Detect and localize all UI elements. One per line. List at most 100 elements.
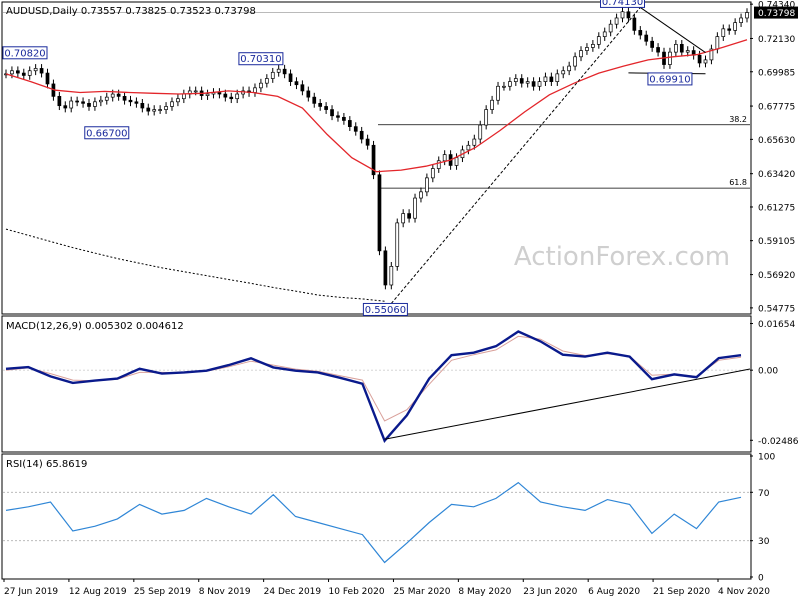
candle (98, 95, 103, 107)
x-tick-label: 12 Aug 2019 (69, 587, 127, 597)
rsi-series-line (5, 481, 742, 564)
price-annotation: 0.69910 (647, 72, 693, 86)
candle (395, 218, 400, 271)
y-tick-label: 0.72130 (758, 35, 795, 45)
y-tick-label: 70 (758, 489, 770, 499)
candle (478, 120, 483, 144)
current-price-badge: 0.73798 (754, 6, 798, 19)
candle (608, 19, 613, 37)
x-tick-label: 6 Aug 2020 (588, 587, 640, 597)
sma-red-line (5, 39, 748, 173)
y-axis-labels: 0.74340 0.72130 0.69985 0.67775 0.65630 0.634… (750, 1, 799, 584)
candle (525, 77, 530, 88)
candle (733, 18, 737, 35)
candle (330, 105, 334, 121)
price-annotation: 0.55060 (362, 302, 408, 316)
svg-text:0.70310: 0.70310 (240, 54, 281, 65)
candle (146, 103, 151, 116)
y-tick-label: 0.01654 (758, 320, 795, 330)
candle (703, 55, 708, 68)
candle (389, 262, 394, 290)
candle (81, 97, 85, 108)
rsi-plot (3, 481, 750, 564)
candle (324, 102, 328, 114)
fib-level-label: 38.2 (729, 115, 747, 124)
candle (217, 88, 222, 99)
x-tick-label: 24 Dec 2019 (264, 587, 322, 597)
price-panel-frame (1, 1, 752, 315)
candle (294, 77, 299, 90)
candle (674, 40, 678, 57)
candle (632, 13, 637, 35)
candle (644, 30, 649, 46)
candle (347, 116, 352, 131)
price-panel-title: AUDUSD,Daily 0.73557 0.73825 0.73523 0.7… (6, 6, 256, 17)
candle (727, 24, 732, 35)
candle (87, 99, 91, 111)
trendline (390, 7, 641, 304)
candle (353, 122, 358, 136)
macd-trendline (384, 368, 751, 440)
y-tick-label: 0.54775 (758, 304, 795, 314)
candle (21, 68, 26, 80)
candle (555, 69, 560, 86)
candle (614, 13, 619, 29)
svg-text:0.70820: 0.70820 (4, 48, 45, 59)
candle (27, 66, 32, 80)
candle (626, 7, 631, 23)
candle (596, 32, 601, 49)
candle (318, 99, 323, 111)
y-tick-label: 30 (758, 537, 770, 547)
candle (602, 27, 607, 41)
candle (466, 140, 471, 155)
candle (128, 95, 133, 107)
watermark: ActionForex.com (514, 242, 730, 272)
candle (721, 24, 726, 41)
candle (176, 94, 180, 107)
candle (75, 96, 79, 107)
x-tick-label: 4 Nov 2020 (718, 587, 770, 597)
candle (620, 7, 625, 23)
candle (276, 64, 281, 77)
fib-level-label: 61.8 (729, 178, 747, 187)
candle (342, 112, 346, 125)
macd-plot (3, 330, 751, 443)
y-tick-label: 0.63420 (758, 170, 795, 180)
svg-text:0.73798: 0.73798 (758, 9, 795, 19)
x-tick-label: 10 Feb 2020 (329, 587, 385, 597)
x-tick-label: 8 May 2020 (458, 587, 511, 597)
x-tick-label: 25 Mar 2020 (393, 587, 450, 597)
candle (430, 164, 435, 183)
y-tick-label: 0.00 (758, 367, 778, 377)
candle (57, 92, 62, 111)
price-annotation: 0.74130 (600, 0, 646, 8)
candle (288, 69, 293, 86)
y-tick-label: 0.65630 (758, 136, 795, 146)
candle (567, 61, 572, 76)
y-tick-label: 0.56920 (758, 271, 795, 281)
candle (472, 134, 477, 150)
candle (69, 96, 74, 113)
candle (16, 66, 20, 78)
candle (591, 40, 595, 52)
trendline (640, 7, 706, 54)
x-tick-label: 23 Jun 2020 (523, 587, 577, 597)
candle (383, 246, 388, 290)
candle (519, 74, 524, 88)
candle (484, 105, 489, 130)
candle (282, 64, 287, 79)
candle (531, 77, 536, 91)
candle (164, 102, 168, 114)
candle (425, 173, 429, 197)
candle (739, 13, 743, 27)
candle (442, 150, 447, 166)
x-axis-labels: 27 Jun 2019 12 Aug 2019 25 Sep 2019 8 Nov 2… (3, 579, 770, 597)
candle (419, 187, 423, 203)
sma-dotted-line (5, 228, 386, 302)
candle (365, 134, 370, 150)
y-tick-label: 0.67775 (758, 103, 795, 113)
svg-text:0.55060: 0.55060 (365, 305, 406, 316)
candle (650, 36, 655, 52)
